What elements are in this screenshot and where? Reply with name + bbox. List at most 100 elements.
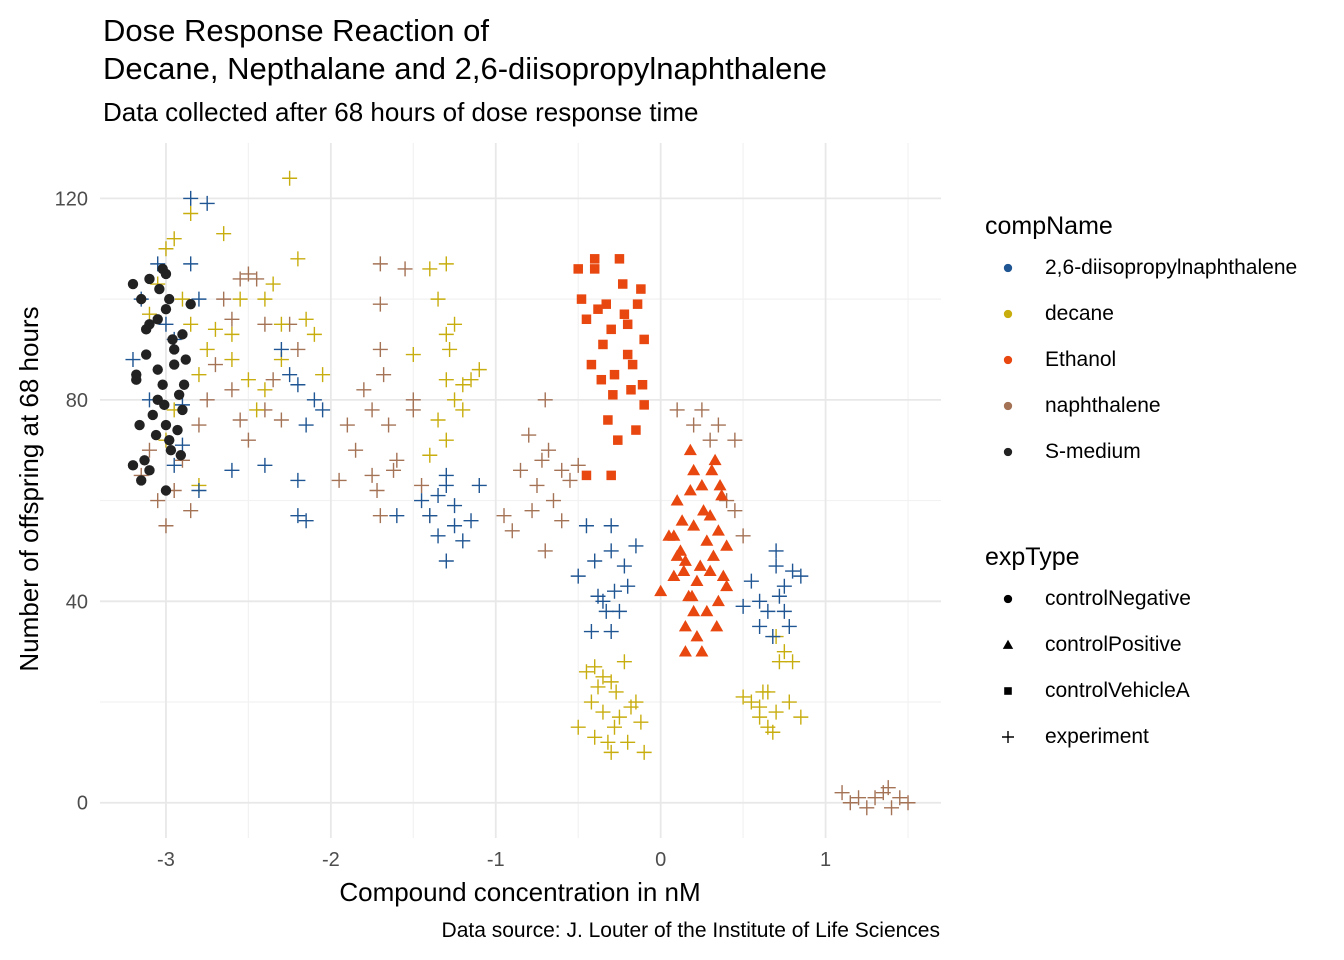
- point-ethanol-square: [581, 470, 592, 481]
- point-2-6-diisopropylnaphthalene-cross: [628, 538, 644, 554]
- chart-title-line-1: Dose Response Reaction of: [103, 13, 490, 48]
- data-source-caption: Data source: J. Louter of the Institute …: [441, 919, 940, 942]
- point-naphthalene-cross: [240, 432, 256, 448]
- point-decane-cross: [603, 744, 619, 760]
- point-ethanol-triangle: [670, 549, 684, 561]
- point-2-6-diisopropylnaphthalene-cross: [191, 483, 207, 498]
- point-naphthalene-cross: [364, 467, 380, 483]
- y-tick-label: 120: [55, 188, 88, 210]
- point-ethanol-triangle: [690, 574, 704, 587]
- point-ethanol-triangle: [667, 569, 681, 581]
- point-decane-cross: [743, 694, 759, 710]
- point-2-6-diisopropylnaphthalene-cross: [414, 493, 430, 509]
- point-naphthalene-cross: [150, 493, 166, 509]
- point-decane-cross: [290, 251, 306, 267]
- y-tick-label: 40: [66, 591, 88, 613]
- point-ethanol-triangle: [713, 478, 727, 491]
- point-2-6-diisopropylnaphthalene-cross: [785, 563, 801, 579]
- legend-label: experiment: [1045, 725, 1149, 748]
- point-2-6-diisopropylnaphthalene-cross: [183, 256, 199, 272]
- point-2-6-diisopropylnaphthalene-cross: [771, 588, 787, 604]
- y-tick-label: 80: [66, 390, 88, 412]
- legend-key-marker: [1003, 263, 1013, 273]
- point-ethanol-square: [639, 334, 649, 345]
- point-naphthalene-cross: [529, 477, 545, 493]
- point-naphthalene-cross: [541, 442, 557, 458]
- point-decane-cross: [430, 412, 446, 428]
- point-2-6-diisopropylnaphthalene-cross: [290, 377, 306, 393]
- legend-label: Ethanol: [1045, 348, 1117, 371]
- point-naphthalene-cross: [372, 508, 388, 524]
- point-decane-cross: [422, 261, 438, 277]
- point-2-6-diisopropylnaphthalene-cross: [603, 624, 619, 640]
- point-naphthalene-cross: [381, 417, 397, 433]
- point-ethanol-triangle: [654, 584, 668, 597]
- point-decane-cross: [471, 362, 487, 378]
- point-2-6-diisopropylnaphthalene-cross: [455, 533, 471, 549]
- point-decane-cross: [273, 316, 289, 332]
- point-s-medium-circle: [136, 293, 147, 305]
- point-decane-cross: [257, 382, 273, 398]
- point-decane-cross: [257, 291, 273, 307]
- legend-key-marker: [1003, 401, 1013, 411]
- point-naphthalene-cross: [224, 311, 240, 327]
- point-decane-cross: [174, 291, 190, 307]
- point-s-medium-circle: [157, 379, 168, 390]
- point-naphthalene-cross: [249, 271, 265, 287]
- legend-key-square-icon: [1004, 687, 1012, 695]
- point-2-6-diisopropylnaphthalene-cross: [199, 195, 215, 211]
- point-2-6-diisopropylnaphthalene-cross: [298, 417, 314, 433]
- point-2-6-diisopropylnaphthalene-cross: [768, 558, 784, 574]
- point-decane-cross: [628, 694, 644, 710]
- point-s-medium-circle: [177, 404, 188, 416]
- point-decane-cross: [191, 367, 207, 383]
- point-decane-cross: [298, 311, 314, 327]
- legend-compname-title: compName: [985, 212, 1113, 240]
- point-naphthalene-cross: [669, 402, 685, 418]
- point-naphthalene-cross: [372, 256, 388, 272]
- point-naphthalene-cross: [702, 432, 718, 448]
- legend-key-marker: [1003, 447, 1013, 457]
- point-2-6-diisopropylnaphthalene-cross: [273, 341, 289, 357]
- point-naphthalene-cross: [232, 412, 248, 428]
- point-decane-cross: [776, 644, 792, 660]
- point-2-6-diisopropylnaphthalene-cross: [781, 618, 797, 634]
- legend-key-circle-icon: [1003, 594, 1013, 604]
- legend-item-naphthalene: naphthalene: [985, 391, 1161, 437]
- point-ethanol-triangle: [697, 504, 711, 516]
- point-s-medium-circle: [160, 485, 172, 496]
- point-2-6-diisopropylnaphthalene-cross: [389, 508, 405, 524]
- point-naphthalene-cross: [892, 790, 908, 806]
- point-s-medium-circle: [159, 399, 170, 411]
- point-2-6-diisopropylnaphthalene-cross: [306, 392, 322, 408]
- point-ethanol-square: [573, 264, 583, 274]
- point-decane-cross: [306, 326, 322, 342]
- point-ethanol-square: [596, 374, 607, 385]
- point-decane-cross: [616, 654, 632, 670]
- x-tick-label: -2: [322, 849, 340, 871]
- legend-key-triangle-icon: [1002, 639, 1014, 649]
- legend-item-controlnegative: controlNegative: [985, 584, 1191, 630]
- point-ethanol-square: [632, 299, 643, 309]
- x-tick-label: -3: [157, 849, 175, 871]
- point-naphthalene-cross: [735, 528, 751, 544]
- point-ethanol-triangle: [695, 645, 709, 657]
- point-s-medium-circle: [164, 434, 175, 446]
- point-2-6-diisopropylnaphthalene-cross: [793, 568, 809, 584]
- legend-exptype-title: expType: [985, 543, 1080, 571]
- point-s-medium-circle: [131, 374, 142, 385]
- point-s-medium-circle: [136, 475, 147, 486]
- point-ethanol-square: [626, 385, 636, 395]
- point-ethanol-triangle: [703, 564, 717, 576]
- point-ethanol-triangle: [710, 619, 724, 632]
- point-2-6-diisopropylnaphthalene-cross: [598, 603, 614, 619]
- point-decane-cross: [636, 744, 652, 760]
- point-decane-cross: [608, 684, 624, 700]
- point-decane-cross: [785, 654, 801, 670]
- point-naphthalene-cross: [521, 427, 537, 443]
- legend-item-s-medium: S-medium: [985, 437, 1141, 483]
- point-decane-cross: [611, 709, 627, 725]
- y-tick-labels: 0 40 80 120: [55, 188, 88, 814]
- point-naphthalene-cross: [867, 790, 883, 806]
